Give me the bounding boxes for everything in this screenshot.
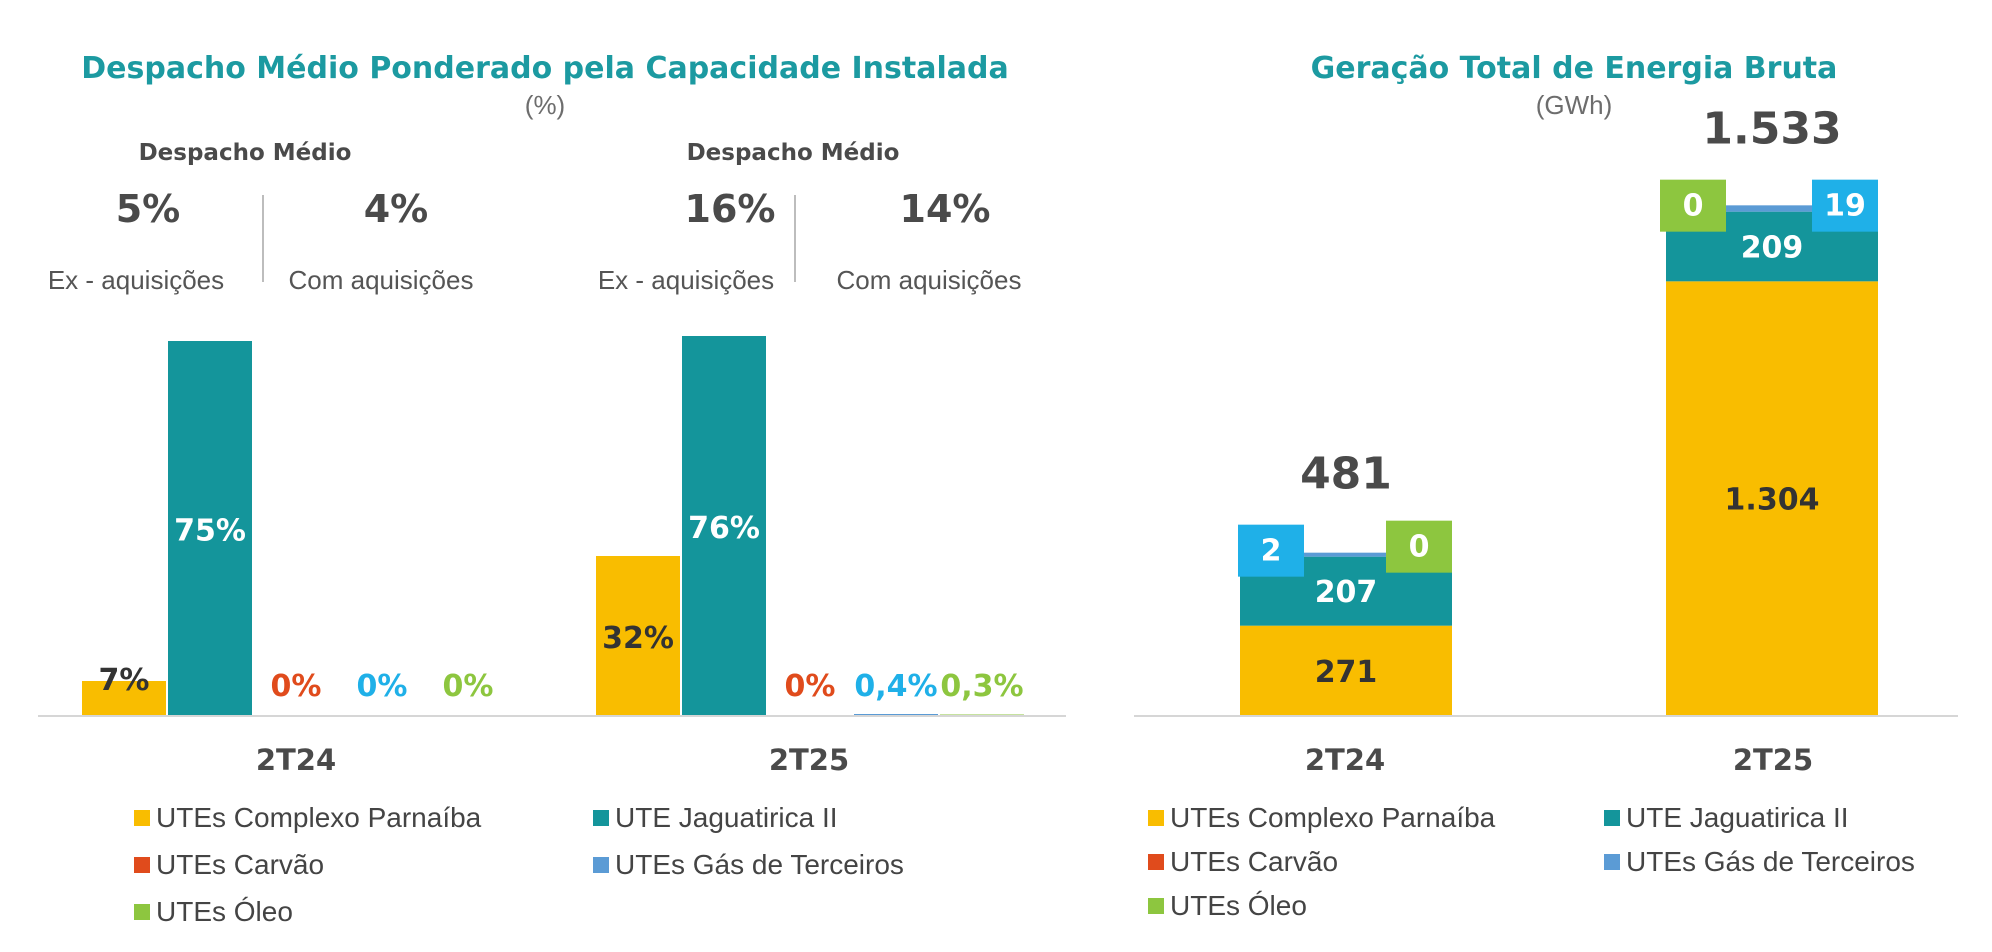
data-label: 0% <box>357 669 408 704</box>
bar-jaguatirica-2t25 <box>682 336 766 716</box>
summary-com-label-2t24: Com aquisições <box>289 265 474 295</box>
total-label: 1.533 <box>1702 104 1841 155</box>
chart-dispatch-subtitle: (%) <box>525 90 565 120</box>
legend-dispatch: UTEs Complexo Parnaíba UTE Jaguatirica II… <box>134 802 904 927</box>
legend-label-parnaiba: UTEs Complexo Parnaíba <box>156 802 482 833</box>
data-label: 32% <box>602 621 674 656</box>
bar-parnaiba-2t24 <box>82 681 166 716</box>
legend-label-gas: UTEs Gás de Terceiros <box>1626 846 1915 877</box>
callout-oleo-2t24 <box>1386 520 1452 573</box>
stack-gas-2t25 <box>1666 205 1878 212</box>
data-label: 0,4% <box>854 669 937 704</box>
chart-dispatch-title: Despacho Médio Ponderado pela Capacidade… <box>81 51 1008 86</box>
legend-generation: UTEs Complexo Parnaíba UTE Jaguatirica II… <box>1148 802 1915 921</box>
legend-label-jaguatirica: UTE Jaguatirica II <box>1626 802 1849 833</box>
summary-com-label-2t25: Com aquisições <box>837 265 1022 295</box>
data-label: 76% <box>688 511 760 546</box>
legend-label-carvao: UTEs Carvão <box>1170 846 1338 877</box>
legend-swatch-gas <box>1604 854 1620 870</box>
data-label: 0 <box>1409 530 1430 565</box>
x-tick-label: 2T24 <box>1305 743 1385 777</box>
bar-jaguatirica-2t24 <box>168 341 252 716</box>
legend-label-carvao: UTEs Carvão <box>156 849 324 880</box>
callout-gas-2t24 <box>1238 524 1304 577</box>
chart-dispatch: Despacho Médio Ponderado pela Capacidade… <box>38 51 1066 777</box>
legend-swatch-parnaiba <box>134 810 150 826</box>
legend-swatch-jaguatirica <box>1604 810 1620 826</box>
chart-generation-title: Geração Total de Energia Bruta <box>1311 51 1838 86</box>
data-label: 19 <box>1824 189 1866 224</box>
summary-ex-label-2t24: Ex - aquisições <box>48 265 224 295</box>
x-tick-label: 2T25 <box>769 743 849 777</box>
x-tick-label: 2T24 <box>256 743 336 777</box>
data-label: 75% <box>174 514 246 549</box>
legend-swatch-gas <box>593 857 609 873</box>
legend-swatch-oleo <box>134 904 150 920</box>
data-label: 0% <box>271 669 322 704</box>
data-label: 0% <box>443 669 494 704</box>
legend-label-gas: UTEs Gás de Terceiros <box>615 849 904 880</box>
stack-gas-2t24 <box>1240 552 1452 557</box>
data-label: 0,3% <box>940 669 1023 704</box>
chart-generation: Geração Total de Energia Bruta (GWh) 271… <box>1134 51 1958 777</box>
total-label: 481 <box>1300 449 1392 500</box>
callout-gas-2t25 <box>1812 179 1878 232</box>
legend-swatch-parnaiba <box>1148 810 1164 826</box>
data-label: 271 <box>1315 655 1378 690</box>
bar-parnaiba-2t25 <box>596 556 680 716</box>
x-tick-label: 2T25 <box>1733 743 1813 777</box>
legend-swatch-carvao <box>1148 854 1164 870</box>
data-label: 0 <box>1683 189 1704 224</box>
data-label: 0% <box>785 669 836 704</box>
legend-label-parnaiba: UTEs Complexo Parnaíba <box>1170 802 1496 833</box>
legend-label-jaguatirica: UTE Jaguatirica II <box>615 802 838 833</box>
summary-com-value-2t24: 4% <box>364 187 429 231</box>
summary-header-2t25: Despacho Médio <box>687 140 900 166</box>
callout-oleo-2t25 <box>1660 179 1726 232</box>
data-label: 2 <box>1261 534 1282 569</box>
chart-dispatch-bars: 7% 75% 0% 0% 0% 32% 76% 0% 0,4% 0,3% <box>82 336 1024 716</box>
data-label: 209 <box>1741 231 1804 266</box>
summary-ex-label-2t25: Ex - aquisições <box>598 265 774 295</box>
chart-generation-subtitle: (GWh) <box>1536 90 1613 120</box>
legend-swatch-carvao <box>134 857 150 873</box>
summary-ex-value-2t25: 16% <box>685 187 776 231</box>
summary-header-2t24: Despacho Médio <box>139 140 352 166</box>
data-label: 1.304 <box>1725 483 1820 518</box>
legend-swatch-jaguatirica <box>593 810 609 826</box>
legend-swatch-oleo <box>1148 898 1164 914</box>
legend-label-oleo: UTEs Óleo <box>156 896 293 927</box>
chart-generation-bars: 271 207 2 0 481 1.304 209 19 0 1.533 <box>1238 104 1878 716</box>
data-label: 7% <box>99 663 150 698</box>
summary-ex-value-2t24: 5% <box>116 187 181 231</box>
stack-parnaiba-2t25 <box>1666 281 1878 716</box>
legend-label-oleo: UTEs Óleo <box>1170 890 1307 921</box>
stack-parnaiba-2t24 <box>1240 625 1452 716</box>
summary-com-value-2t25: 14% <box>900 187 991 231</box>
data-label: 207 <box>1315 575 1378 610</box>
